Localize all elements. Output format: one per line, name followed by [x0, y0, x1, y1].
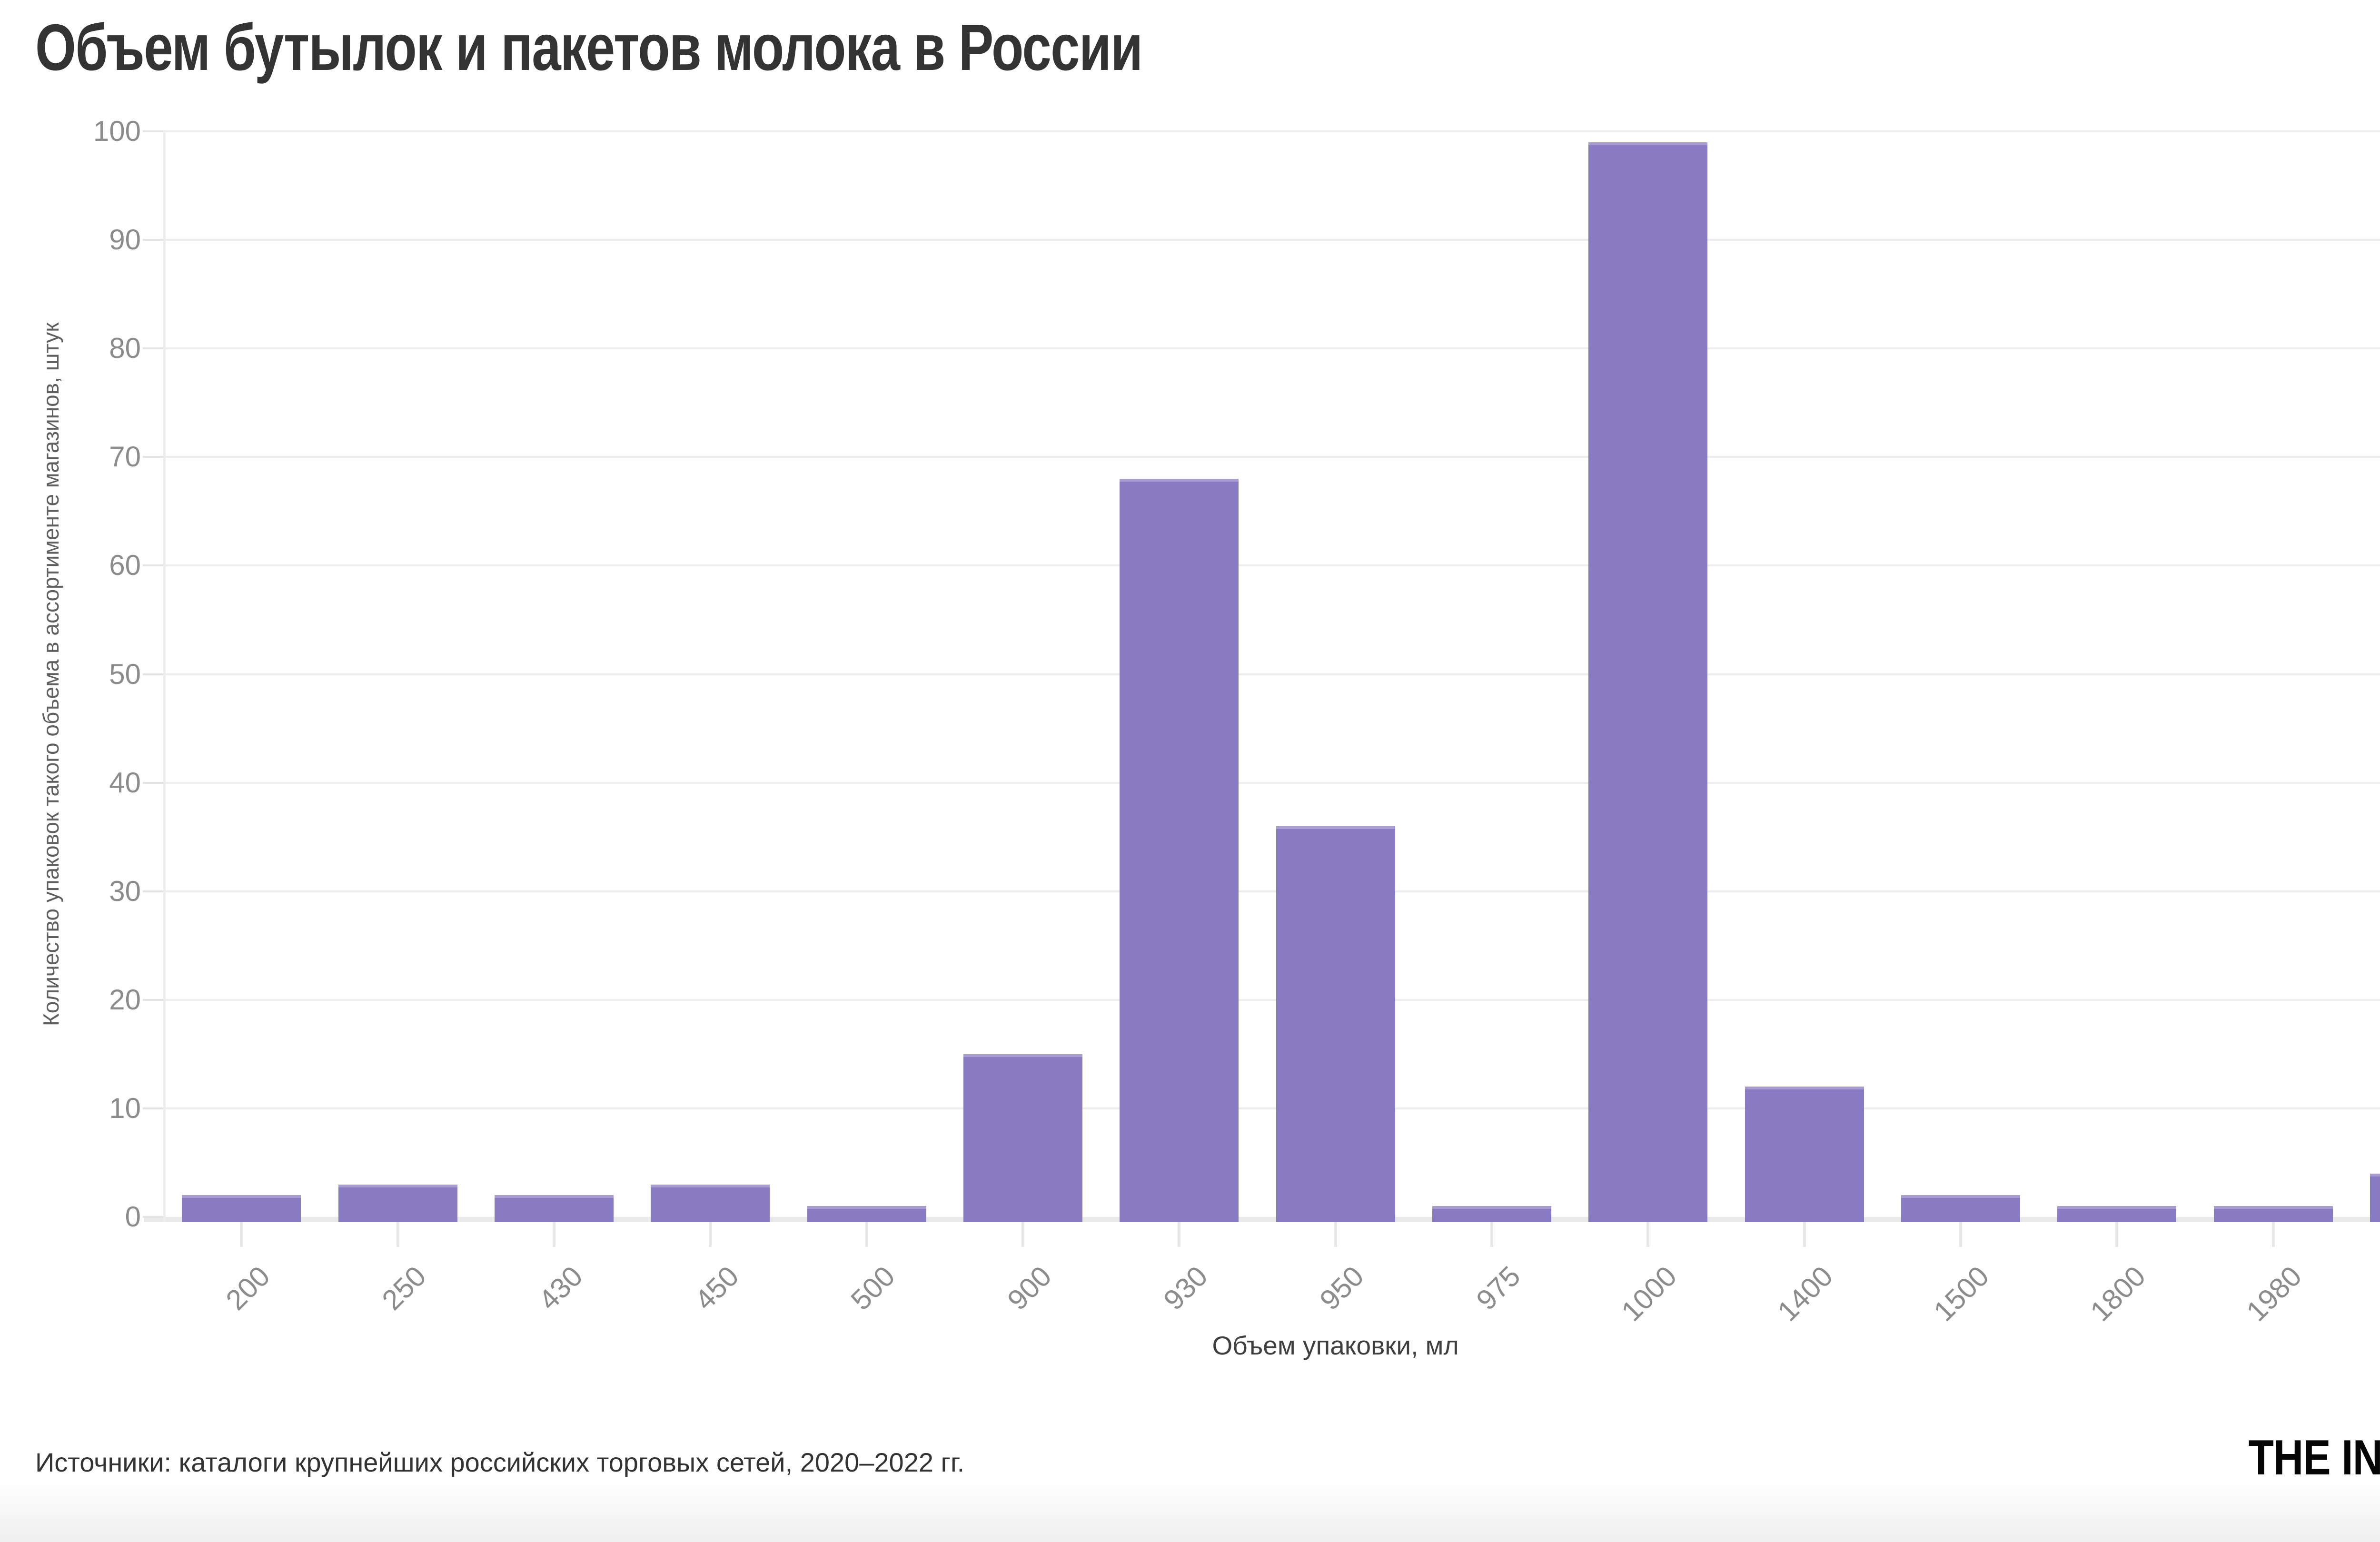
y-tick-80: [143, 347, 163, 350]
bar-1000: [1588, 142, 1708, 1222]
y-tick-label-50: 50: [109, 658, 141, 690]
x-tick-975: [1490, 1222, 1493, 1247]
bar-930: [1120, 478, 1239, 1222]
bar-500: [807, 1206, 926, 1222]
y-tick-label-0: 0: [125, 1201, 141, 1233]
brand-logo: THE INSIDER: [2248, 1430, 2380, 1485]
x-tick-500: [865, 1222, 868, 1247]
y-tick-60: [143, 564, 163, 567]
x-tick-900: [1021, 1222, 1024, 1247]
y-axis-title: Количество упаковок такого объема в ассо…: [39, 322, 63, 1026]
x-tick-1800: [2115, 1222, 2119, 1247]
bar-1400: [1745, 1087, 1864, 1222]
bar-1980: [2213, 1206, 2333, 1222]
x-tick-label-1400: 1400: [1771, 1260, 1839, 1328]
gridline-y-60: [163, 564, 2380, 567]
x-tick-1400: [1803, 1222, 1806, 1247]
y-tick-label-60: 60: [109, 549, 141, 582]
x-tick-label-200: 200: [219, 1260, 276, 1316]
y-axis-line: [163, 131, 166, 1222]
gridline-y-10: [163, 1107, 2380, 1109]
bar-900: [963, 1054, 1082, 1222]
gridline-y-50: [163, 673, 2380, 675]
y-tick-label-20: 20: [109, 983, 141, 1016]
x-tick-label-450: 450: [688, 1260, 745, 1316]
x-tick-label-1500: 1500: [1927, 1260, 1995, 1328]
y-tick-10: [143, 1107, 163, 1109]
y-tick-70: [143, 456, 163, 458]
x-tick-label-500: 500: [845, 1260, 902, 1316]
x-tick-250: [396, 1222, 399, 1247]
x-tick-430: [552, 1222, 555, 1247]
x-tick-label-930: 930: [1157, 1260, 1214, 1316]
x-tick-label-950: 950: [1314, 1260, 1370, 1316]
y-tick-label-40: 40: [109, 766, 141, 799]
y-tick-90: [143, 239, 163, 241]
x-axis-title: Объем упаковки, мл: [1212, 1331, 1459, 1360]
bar-2000: [2370, 1173, 2380, 1222]
bar-200: [182, 1195, 301, 1222]
bar-950: [1276, 826, 1395, 1222]
x-tick-label-1800: 1800: [2084, 1260, 2152, 1328]
x-tick-1000: [1646, 1222, 1650, 1247]
footer-gradient: [0, 1480, 2380, 1542]
x-tick-label-250: 250: [376, 1260, 433, 1316]
y-tick-40: [143, 781, 163, 784]
x-tick-450: [709, 1222, 712, 1247]
x-tick-label-900: 900: [1001, 1260, 1058, 1316]
y-tick-label-100: 100: [93, 115, 141, 147]
y-tick-label-10: 10: [109, 1092, 141, 1124]
y-tick-label-90: 90: [109, 224, 141, 256]
bar-250: [338, 1184, 457, 1222]
y-tick-30: [143, 890, 163, 892]
y-tick-0: [143, 1216, 163, 1218]
source-note: Источники: каталоги крупнейших российски…: [35, 1447, 965, 1477]
gridline-y-20: [163, 998, 2380, 1001]
gridline-y-40: [163, 781, 2380, 784]
x-tick-label-430: 430: [532, 1260, 589, 1316]
bar-450: [651, 1184, 770, 1222]
x-tick-label-1000: 1000: [1615, 1260, 1683, 1328]
y-tick-label-30: 30: [109, 875, 141, 907]
y-tick-50: [143, 673, 163, 675]
bar-430: [494, 1195, 614, 1222]
x-tick-930: [1178, 1222, 1181, 1247]
bar-1500: [1901, 1195, 2020, 1222]
x-tick-200: [240, 1222, 243, 1247]
chart-title: Объем бутылок и пакетов молока в России: [35, 11, 1143, 84]
bar-1800: [2057, 1206, 2177, 1222]
gridline-y-90: [163, 239, 2380, 241]
gridline-y-70: [163, 456, 2380, 458]
gridline-y-100: [163, 130, 2380, 132]
y-tick-20: [143, 998, 163, 1001]
y-tick-label-80: 80: [109, 332, 141, 365]
bar-975: [1432, 1206, 1551, 1222]
y-tick-label-70: 70: [109, 441, 141, 473]
x-tick-1980: [2271, 1222, 2275, 1247]
x-tick-950: [1334, 1222, 1337, 1247]
x-tick-1500: [1959, 1222, 1962, 1247]
gridline-y-30: [163, 890, 2380, 892]
y-tick-100: [143, 130, 163, 132]
gridline-y-80: [163, 347, 2380, 350]
x-axis-baseline: [144, 1217, 2380, 1222]
x-tick-label-1980: 1980: [2240, 1260, 2308, 1328]
x-tick-label-975: 975: [1470, 1260, 1527, 1316]
